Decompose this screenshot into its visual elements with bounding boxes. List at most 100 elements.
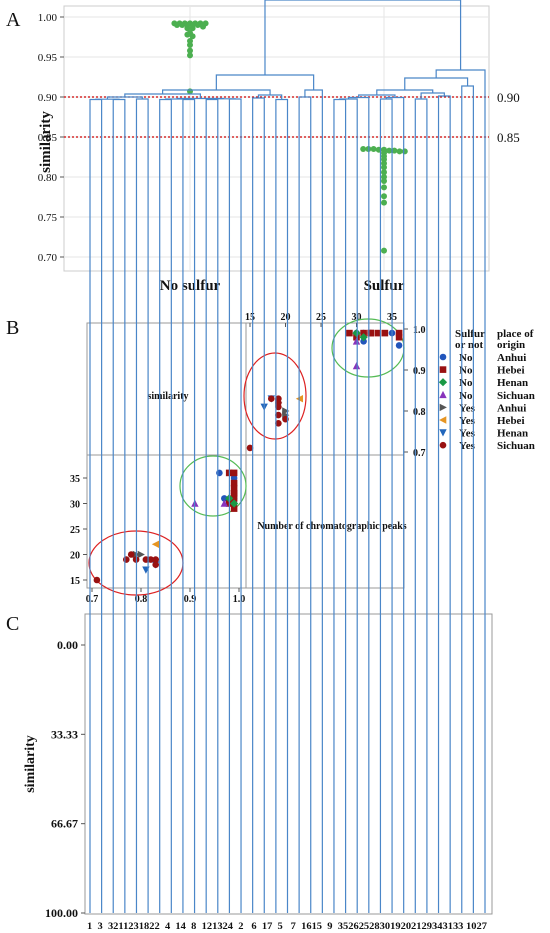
panel-a-data-point xyxy=(189,33,196,40)
panel-b-point-bottom-left xyxy=(230,479,238,487)
panel-b-point-top-right xyxy=(395,329,403,337)
panel-b-y-tick-label: 25 xyxy=(70,525,80,536)
panel-b-top-tick-label: 30 xyxy=(352,312,362,323)
legend-origin-label: Anhui xyxy=(497,402,526,414)
panel-a-data-point xyxy=(194,22,201,28)
panel-a-data-point xyxy=(187,47,193,54)
panel-c-y-tick-label: 100.00 xyxy=(45,906,78,920)
panel-a-reference-label: 0.85 xyxy=(497,130,520,145)
panel-a-data-point xyxy=(184,31,191,38)
legend-marker xyxy=(439,416,447,424)
legend-header-origin-line2: origin xyxy=(497,339,525,351)
panel-b-y-tick-label: 20 xyxy=(70,551,80,562)
panel-b-x-tick-label: 0.7 xyxy=(86,594,99,605)
panel-c-y-tick-label: 33.33 xyxy=(51,727,78,741)
panel-a-data-point xyxy=(189,25,196,32)
panel-a-y-axis-label: similarity xyxy=(38,111,54,173)
panel-b-point-bottom-left xyxy=(152,556,159,563)
panel-a-data-point xyxy=(381,169,387,176)
panel-a-y-ticks: 1.00 0.95 0.90 0.85 0.80 0.75 0.70 xyxy=(38,12,64,264)
panel-b-point-bottom-left xyxy=(230,469,238,477)
legend-origin-label: Hebei xyxy=(497,415,525,427)
legend-marker xyxy=(439,353,447,361)
panel-b-point-top-right xyxy=(374,329,382,337)
legend-marker xyxy=(439,429,447,437)
panel-b-point-bottom-left xyxy=(230,484,238,492)
panel-c-y-ticks: 0.00 33.33 66.67 100.00 xyxy=(45,638,85,920)
panel-c-dendrogram xyxy=(89,0,486,913)
panel-b-point-bottom-left xyxy=(147,556,155,563)
panel-a-y-tick-label: 0.95 xyxy=(38,52,58,64)
panel-a-data-point xyxy=(381,164,387,171)
panel-a-data-point xyxy=(184,25,191,32)
panel-b-top-tick-label: 15 xyxy=(245,312,255,323)
panel-b-top-tick-label: 20 xyxy=(281,312,291,323)
panel-b-point-bottom-left xyxy=(230,495,238,502)
panel-b-point-bottom-left xyxy=(151,540,159,548)
panel-label-b: B xyxy=(6,317,19,339)
panel-b-point-top-right xyxy=(275,420,282,427)
panel-a-plot-area xyxy=(63,5,490,272)
panel-b-point-bottom-left xyxy=(220,499,228,507)
panel-b-point-top-right xyxy=(352,337,361,345)
panel-label-a: A xyxy=(6,9,21,31)
panel-a-y-tick-label: 0.75 xyxy=(38,212,58,224)
panel-c-dendrogram-link xyxy=(264,0,462,75)
panel-c-y-axis-label: similarity xyxy=(23,735,38,793)
panel-b-point-bottom-left xyxy=(93,576,101,584)
panel-b-right-tick-label: 0.8 xyxy=(413,407,426,418)
panel-a-points xyxy=(171,20,408,254)
legend-header-sulfur: Sulfur xyxy=(455,328,485,340)
panel-b-x-tick-label: 0.8 xyxy=(135,594,148,605)
panel-b-y-tick-label: 35 xyxy=(70,474,80,485)
legend-sulfur-label: Yes xyxy=(459,402,476,414)
legend-origin-label: Henan xyxy=(497,428,528,440)
panel-a-y-tick-label: 0.80 xyxy=(38,172,58,184)
panel-b-ellipse-sulfur-top xyxy=(243,352,307,440)
legend-origin-label: Sichuan xyxy=(497,390,535,402)
panel-b-point-top-right xyxy=(346,329,353,337)
panel-b-legend: Sulfur place of No Anhui No Hebei No Henan No S… xyxy=(438,328,535,452)
panel-b-point-bottom-left xyxy=(221,495,228,502)
panel-b-point-top-right xyxy=(275,411,282,419)
panel-b-point-bottom-left xyxy=(230,490,238,497)
legend-header-origin: place of xyxy=(497,328,534,340)
panel-b-right-tick-label: 0.7 xyxy=(413,448,426,459)
panel-b-point-top-right xyxy=(268,395,275,403)
panel-b-point-top-right xyxy=(360,329,367,337)
panel-b-top-tick-label: 25 xyxy=(316,312,326,323)
panel-b-point-top-right xyxy=(367,329,374,337)
legend-sulfur-label: Yes xyxy=(459,428,476,440)
panel-a-data-point xyxy=(187,52,193,59)
panel-b-point-top-right xyxy=(395,342,403,349)
panel-b-point-bottom-left xyxy=(230,499,239,508)
legend-origin-label: Henan xyxy=(497,377,528,389)
panel-c-y-tick-label: 66.67 xyxy=(51,817,78,831)
legend-sulfur-label: No xyxy=(459,377,473,389)
panel-a-data-point xyxy=(381,178,387,184)
panel-a-y-tick-label: 0.90 xyxy=(38,92,58,104)
panel-b-point-top-right xyxy=(359,333,368,342)
panel-b-y-tick-label: 15 xyxy=(70,576,80,587)
legend-sulfur-label: No xyxy=(459,365,473,377)
panel-a-data-point xyxy=(401,148,408,155)
panel-b-ellipse-no-sulfur-bottom xyxy=(179,455,247,517)
panel-b-point-bottom-left xyxy=(123,556,130,563)
panel-a-data-point xyxy=(381,193,387,200)
panel-c-plot-area xyxy=(84,613,493,915)
panel-b-point-top-right xyxy=(381,329,389,337)
panel-b-y-tick-label: 30 xyxy=(70,500,80,511)
legend-sulfur-label: Yes xyxy=(459,415,476,427)
legend-header-sulfur-line2: or not xyxy=(455,339,484,351)
legend-origin-label: Hebei xyxy=(497,365,525,377)
legend-sulfur-label: Yes xyxy=(459,440,476,452)
panel-a-data-point xyxy=(381,184,387,191)
panel-a-category-no-sulfur: No sulfur xyxy=(160,278,221,294)
panel-a-data-point xyxy=(386,147,393,154)
panel-label-c: C xyxy=(6,613,19,635)
panel-a-data-point xyxy=(360,146,367,152)
panel-a-data-point xyxy=(370,146,377,152)
